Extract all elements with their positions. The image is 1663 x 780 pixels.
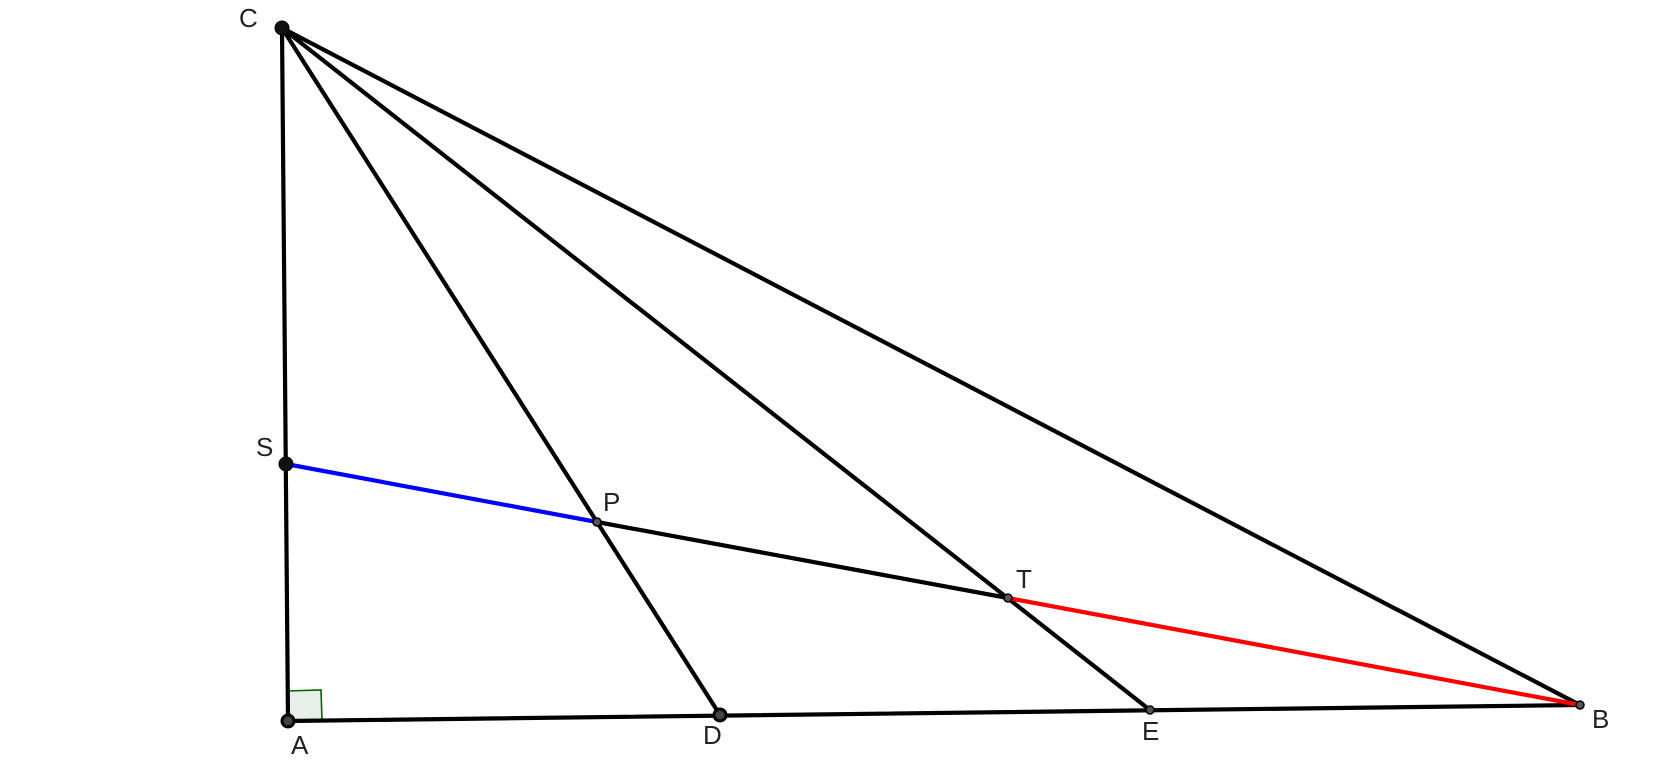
label-T: T — [1016, 564, 1032, 594]
label-D: D — [703, 720, 722, 750]
point-S[interactable] — [278, 456, 294, 472]
segment-CA — [279, 25, 291, 724]
label-B: B — [1592, 704, 1609, 734]
point-A[interactable] — [280, 713, 296, 729]
segment-CE — [279, 25, 1153, 713]
point-B[interactable] — [1575, 700, 1585, 710]
point-T[interactable] — [1003, 593, 1013, 603]
segment-TB — [1005, 595, 1583, 708]
segment-CB — [279, 25, 1583, 708]
segment-PT — [594, 519, 1011, 601]
label-E: E — [1142, 716, 1159, 746]
segment-AB — [285, 702, 1583, 724]
point-E[interactable] — [1145, 705, 1155, 715]
label-C: C — [239, 3, 258, 33]
point-C[interactable] — [274, 20, 290, 36]
segment-CD — [279, 25, 723, 718]
point-P[interactable] — [592, 517, 602, 527]
label-A: A — [291, 730, 309, 760]
label-S: S — [256, 432, 273, 462]
label-P: P — [603, 487, 620, 517]
segment-SP — [283, 461, 600, 525]
point-D[interactable] — [712, 707, 728, 723]
